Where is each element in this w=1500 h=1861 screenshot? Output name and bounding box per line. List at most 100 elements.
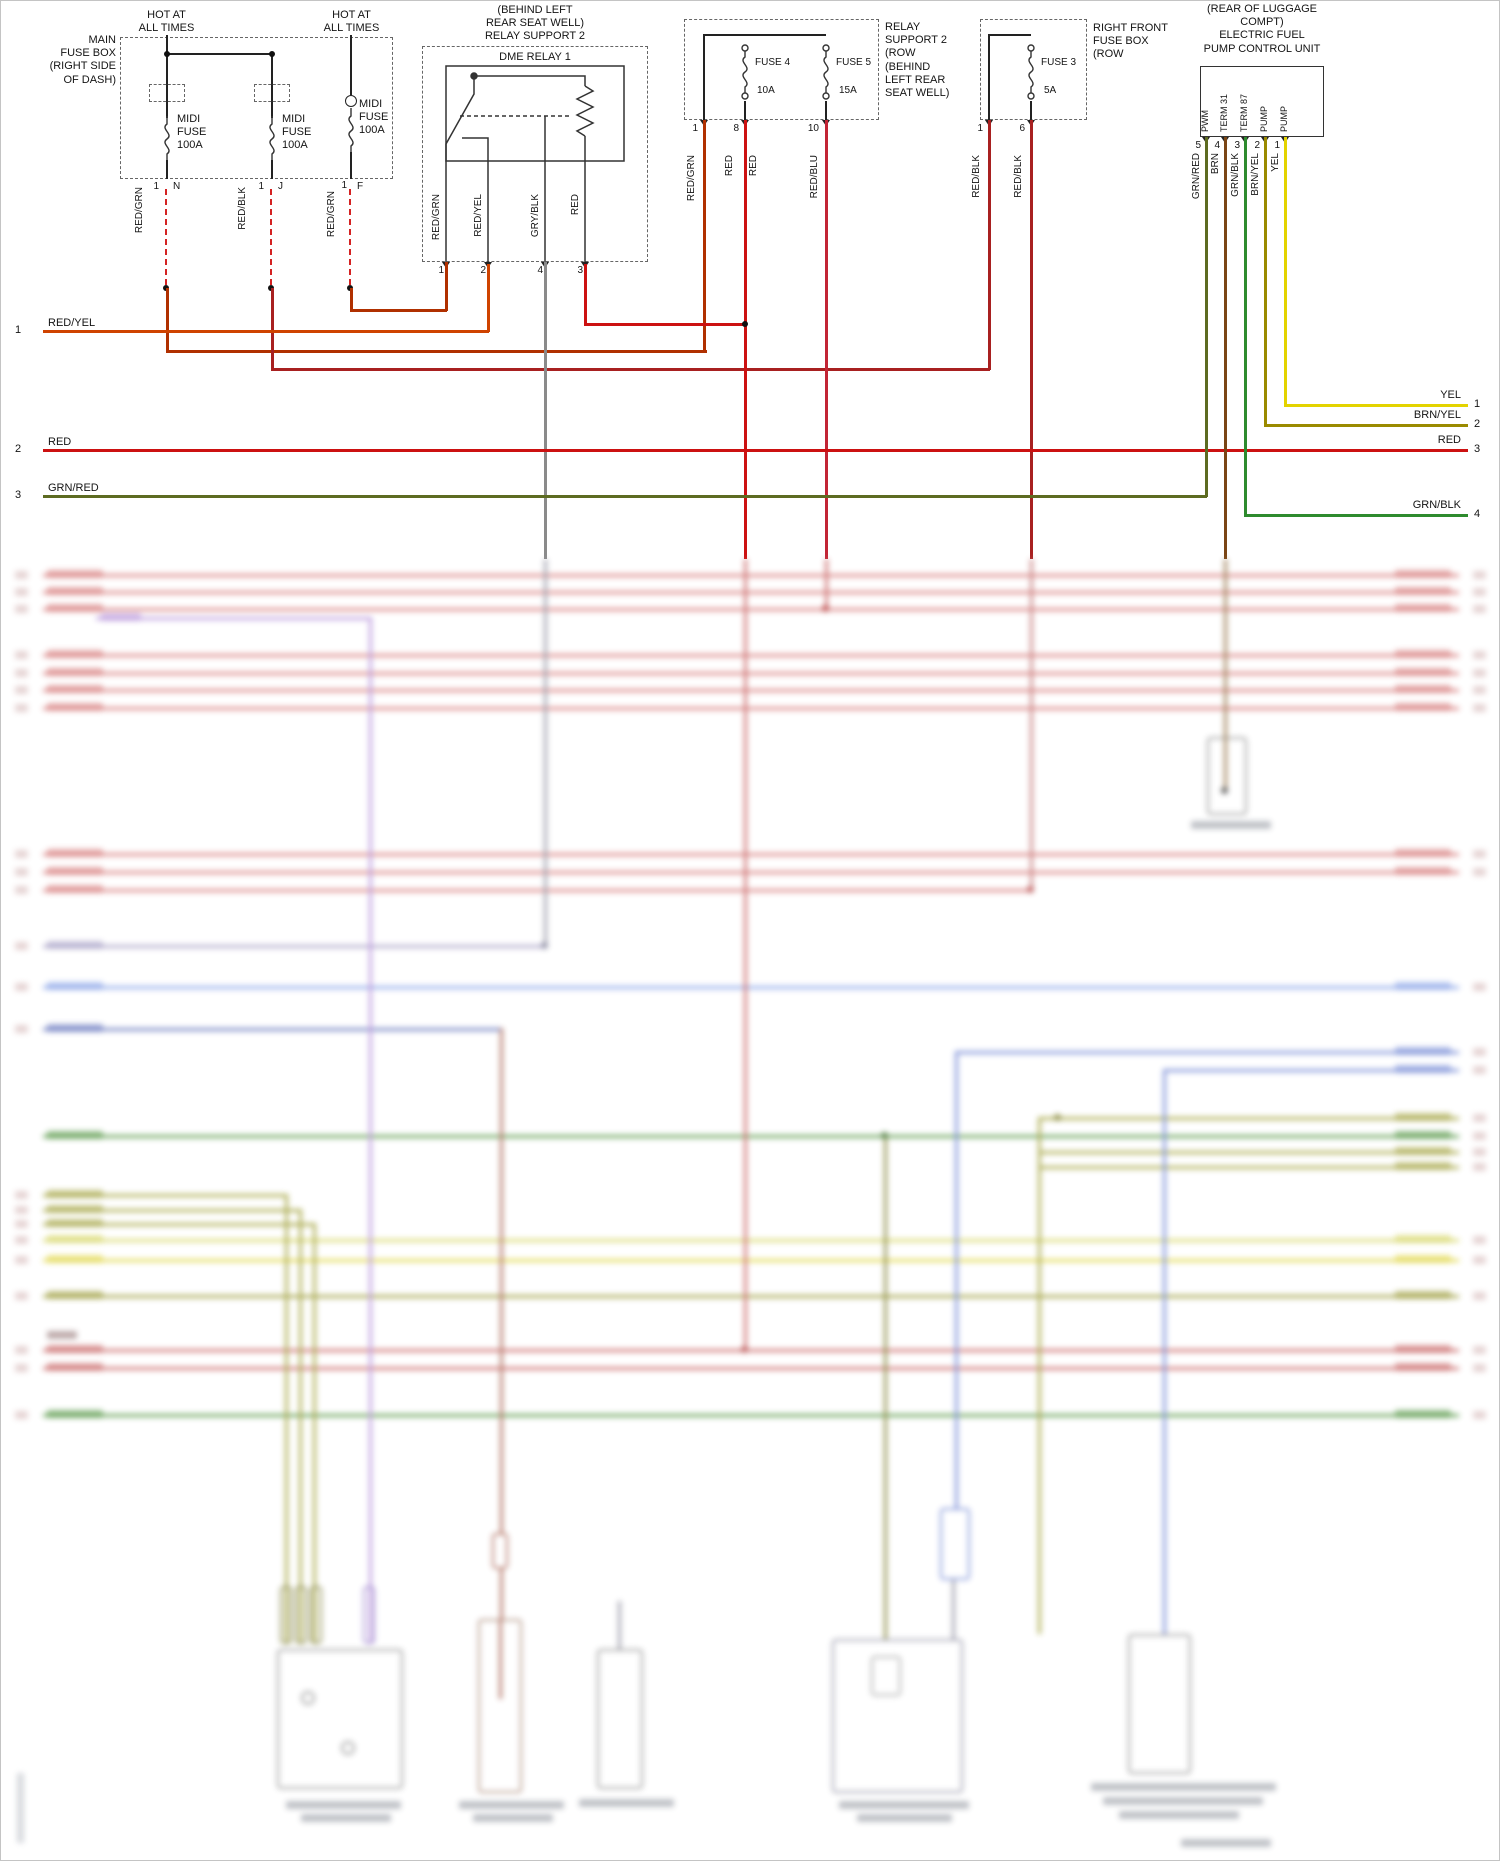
bus-number: 1 xyxy=(15,324,22,336)
blurred-junction xyxy=(1221,787,1228,794)
blurred-label xyxy=(47,1331,77,1339)
bus-number: 2 xyxy=(1474,418,1481,430)
main-fuse-box-outline xyxy=(120,37,393,179)
wire-red-blk xyxy=(271,368,990,371)
bus-number: 2 xyxy=(15,443,22,455)
hot-feed-dashed-wire xyxy=(270,189,272,285)
pin-number: 2 xyxy=(480,265,486,276)
blurred-ref-number xyxy=(1473,686,1486,694)
wire-grn-red xyxy=(1205,137,1208,497)
fuse-label-n: MIDI FUSE 100A xyxy=(177,113,207,152)
blurred-component xyxy=(492,1533,508,1569)
hot-at-all-times-label-1: HOT AT ALL TIMES xyxy=(138,9,195,35)
blurred-label xyxy=(1395,604,1451,612)
fuse-icon xyxy=(1027,44,1035,100)
blurred-wire xyxy=(1039,1166,1459,1169)
blurred-label xyxy=(47,1205,103,1213)
blurred-label xyxy=(1395,650,1451,658)
bus-label-red: RED xyxy=(1437,434,1461,446)
wire-label-red-blk: RED/BLK xyxy=(971,155,982,198)
blurred-diagram-section xyxy=(1,559,1499,1860)
wire-brn xyxy=(1224,137,1227,559)
fuse-icon xyxy=(164,116,170,160)
blurred-ref-number xyxy=(1473,1236,1486,1244)
fuse-stub xyxy=(271,160,273,179)
pin-letter: F xyxy=(357,181,364,192)
blurred-ref-number xyxy=(1473,1066,1486,1074)
junction-dot xyxy=(269,51,275,57)
terminal-icon xyxy=(345,95,357,107)
pump-unit-outline xyxy=(1200,66,1324,137)
wire-red-grn xyxy=(166,288,169,352)
wire-grn-blk xyxy=(1244,137,1247,517)
blurred-ref-number xyxy=(1473,1114,1486,1122)
blurred-ref-number xyxy=(15,571,28,579)
blurred-label xyxy=(1395,1131,1451,1139)
wire-label-red-blk: RED/BLK xyxy=(1013,155,1024,198)
blurred-ref-number xyxy=(15,669,28,677)
blurred-caption xyxy=(1119,1811,1239,1819)
fuse4-label: FUSE 4 xyxy=(755,57,791,68)
blurred-junction xyxy=(822,605,829,612)
pump-pin-label: TERM 87 xyxy=(1239,93,1249,132)
blurred-label xyxy=(1395,570,1451,578)
blurred-wire xyxy=(825,559,828,608)
blurred-label xyxy=(47,885,103,893)
relay-support-label: RELAY SUPPORT 2 (ROW (BEHIND LEFT REAR S… xyxy=(885,21,950,99)
blurred-label xyxy=(47,1410,103,1418)
wire-label-red: RED xyxy=(724,155,735,177)
bus-label-red: RED xyxy=(48,436,72,448)
relay-support-outline xyxy=(684,19,879,120)
blurred-wire xyxy=(313,1223,316,1644)
blurred-label xyxy=(1395,1255,1451,1263)
blurred-wire xyxy=(43,853,1459,856)
fuse5-amp: 15A xyxy=(839,85,857,96)
blurred-wire xyxy=(952,1580,955,1639)
fuse-label-f: MIDI FUSE 100A xyxy=(359,98,389,137)
blurred-wire xyxy=(1039,1117,1459,1120)
blurred-wire xyxy=(96,617,369,620)
blurred-ref-number xyxy=(15,1236,28,1244)
dme-relay-outline xyxy=(422,46,648,262)
blurred-ref-number xyxy=(1473,571,1486,579)
blurred-label xyxy=(1395,1147,1451,1155)
wire-label-red-blk: RED/BLK xyxy=(237,187,248,230)
blurred-caption xyxy=(459,1801,564,1809)
blurred-ref-number xyxy=(15,868,28,876)
blurred-label xyxy=(47,1219,103,1227)
pin-number: 1 xyxy=(692,123,698,134)
blurred-ref-number xyxy=(15,983,28,991)
fuse-stub xyxy=(166,160,168,179)
blurred-ref-number xyxy=(15,850,28,858)
wire-red xyxy=(744,323,747,559)
blurred-caption xyxy=(1091,1783,1276,1791)
blurred-label xyxy=(47,703,103,711)
blurred-ref-number xyxy=(15,704,28,712)
bus-label-grn-blk: GRN/BLK xyxy=(1412,499,1461,511)
blurred-label xyxy=(47,1131,103,1139)
blurred-wire xyxy=(43,1367,1459,1370)
blurred-wire xyxy=(499,1619,502,1699)
fuse3-label: FUSE 3 xyxy=(1041,57,1077,68)
blurred-label xyxy=(1395,1162,1451,1170)
wire-label-brn-yel: BRN/YEL xyxy=(1250,153,1261,196)
wire-red-blk xyxy=(1030,120,1033,559)
fuse5-label: FUSE 5 xyxy=(836,57,872,68)
blurred-ref-number xyxy=(15,1256,28,1264)
blurred-label xyxy=(47,650,103,658)
blurred-component xyxy=(1207,737,1247,815)
blurred-component xyxy=(295,1586,307,1644)
blurred-ref-number xyxy=(15,1220,28,1228)
fuse-stub xyxy=(825,101,827,120)
feed-link-line xyxy=(166,53,272,55)
fuse-feed xyxy=(988,34,1031,36)
blurred-wire xyxy=(1039,1151,1459,1154)
wire-yel xyxy=(1284,137,1287,407)
blurred-ref-number xyxy=(15,1346,28,1354)
blurred-label xyxy=(47,867,103,875)
blurred-wire xyxy=(369,617,372,1644)
blurred-ref-number xyxy=(1473,1148,1486,1156)
fuse-stub xyxy=(350,152,352,179)
pin-number: 10 xyxy=(807,123,819,134)
